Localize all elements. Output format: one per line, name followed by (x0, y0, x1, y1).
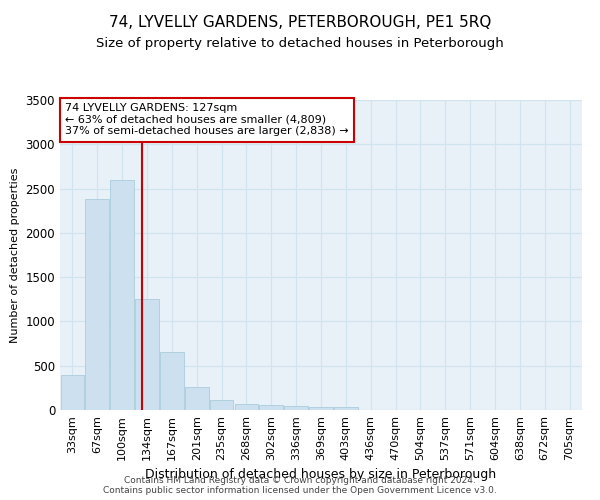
Bar (210, 400, 233, 410)
Text: Size of property relative to detached houses in Peterborough: Size of property relative to detached ho… (96, 38, 504, 51)
Bar (185, 387, 209, 410)
Bar (334, 408, 358, 410)
Text: Contains HM Land Registry data © Crown copyright and database right 2024.
Contai: Contains HM Land Registry data © Crown c… (103, 476, 497, 495)
Bar (135, 300, 159, 410)
Text: 74, LYVELLY GARDENS, PETERBOROUGH, PE1 5RQ: 74, LYVELLY GARDENS, PETERBOROUGH, PE1 5… (109, 15, 491, 30)
Bar (85, 199, 109, 410)
Text: 74 LYVELLY GARDENS: 127sqm
← 63% of detached houses are smaller (4,809)
37% of s: 74 LYVELLY GARDENS: 127sqm ← 63% of deta… (65, 103, 349, 136)
Bar (284, 406, 308, 410)
Bar (160, 352, 184, 410)
Bar (61, 374, 84, 410)
Bar (235, 404, 258, 410)
Y-axis label: Number of detached properties: Number of detached properties (10, 168, 20, 342)
Bar (259, 405, 283, 410)
X-axis label: Distribution of detached houses by size in Peterborough: Distribution of detached houses by size … (145, 468, 497, 481)
Bar (110, 180, 134, 410)
Bar (309, 408, 333, 410)
